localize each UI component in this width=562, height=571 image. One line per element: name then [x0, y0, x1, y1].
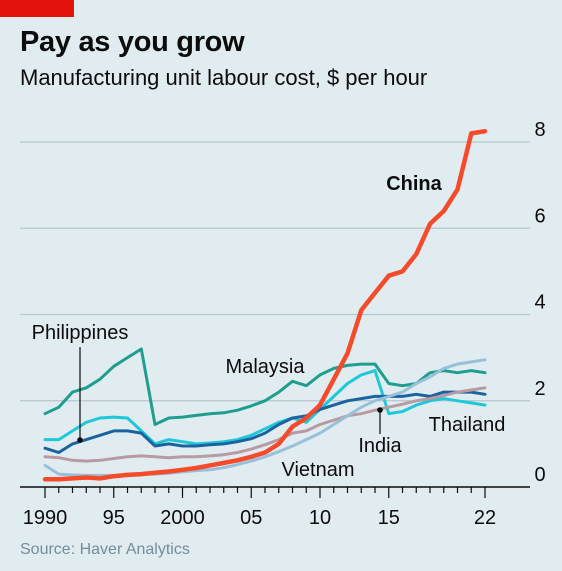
brand-red-tag	[0, 0, 74, 17]
x-tick-label-2000: 2000	[160, 507, 205, 529]
series-line-malaysia	[43, 347, 487, 426]
chart-subtitle: Manufacturing unit labour cost, $ per ho…	[20, 65, 428, 90]
x-tick-label-05: 05	[240, 507, 262, 529]
leader-dot-philippines	[77, 437, 83, 443]
series-label-malaysia: Malaysia	[226, 356, 306, 378]
y-tick-label-4: 4	[534, 292, 545, 314]
y-tick-label-0: 0	[534, 464, 545, 486]
x-tick-label-22: 22	[474, 507, 496, 529]
series-line-china	[42, 128, 488, 482]
chart-title: Pay as you grow	[20, 26, 245, 58]
series-label-india: India	[358, 435, 402, 457]
series-line-philippines	[43, 390, 487, 454]
series-label-vietnam: Vietnam	[281, 459, 354, 481]
leader-dot-india	[377, 407, 383, 413]
x-tick-label-10: 10	[309, 507, 331, 529]
y-tick-label-6: 6	[534, 205, 545, 227]
x-tick-label-15: 15	[378, 507, 400, 529]
series-label-china: China	[386, 173, 442, 195]
y-tick-label-2: 2	[534, 378, 545, 400]
x-tick-label-1990: 1990	[23, 507, 68, 529]
series-line-thailand	[43, 369, 487, 446]
series-label-thailand: Thailand	[429, 414, 506, 436]
x-tick-label-95: 95	[103, 507, 125, 529]
series-label-philippines: Philippines	[32, 322, 129, 344]
series-line-india	[43, 386, 487, 463]
y-tick-label-8: 8	[534, 119, 545, 141]
source-note: Source: Haver Analytics	[20, 541, 190, 558]
